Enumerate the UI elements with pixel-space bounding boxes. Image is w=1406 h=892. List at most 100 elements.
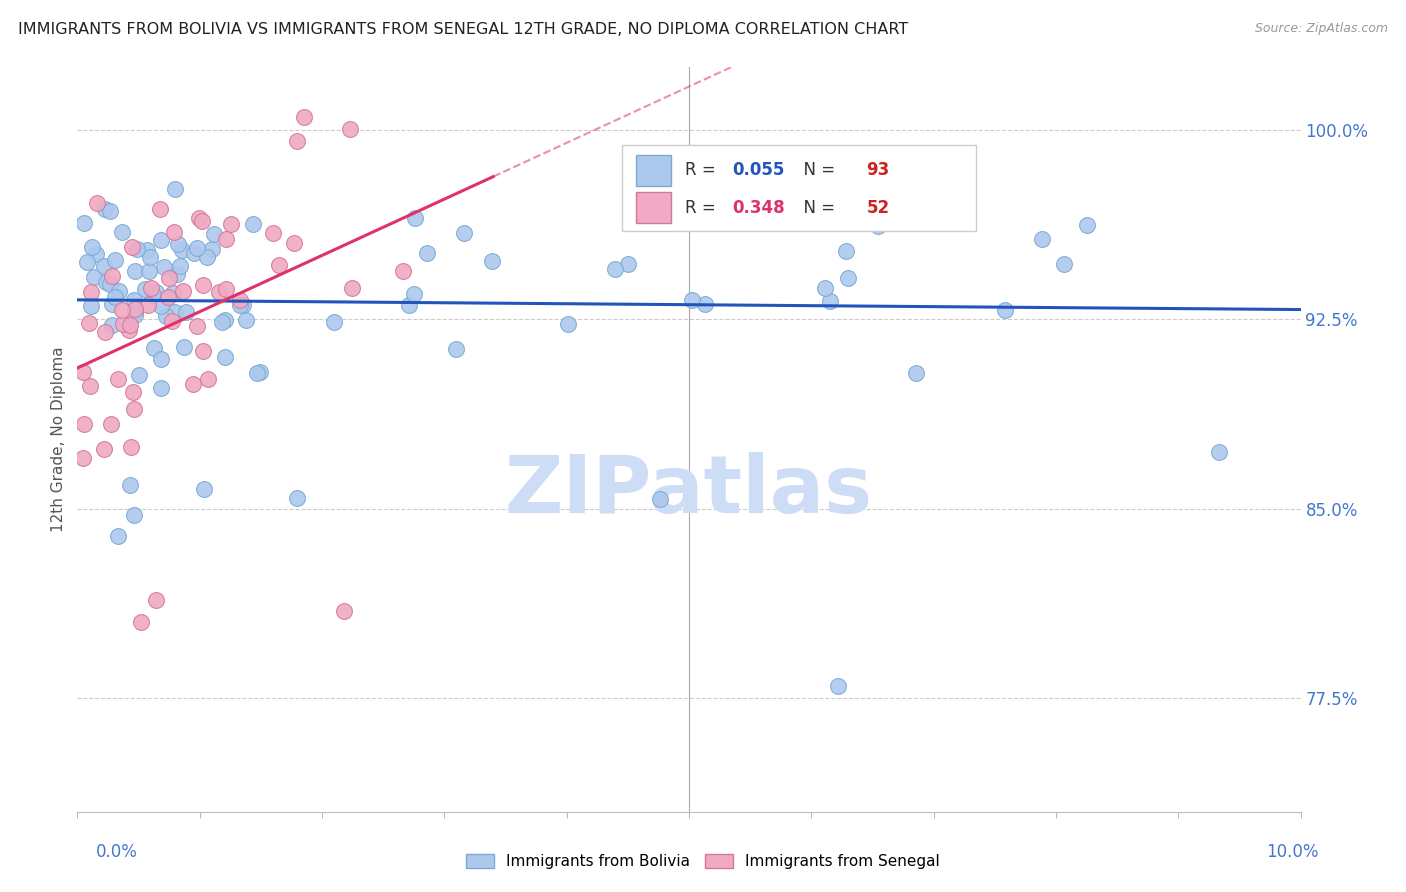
Point [121, 385, 143, 400]
Point [80, 285, 103, 299]
Point [235, 312, 257, 326]
Point [292, 111, 315, 125]
Point [333, 604, 356, 618]
Point [868, 219, 890, 234]
Point [124, 304, 146, 318]
Point [145, 285, 167, 300]
Text: 0.348: 0.348 [731, 199, 785, 217]
Point [453, 226, 475, 240]
Legend: Immigrants from Bolivia, Immigrants from Senegal: Immigrants from Bolivia, Immigrants from… [460, 848, 946, 875]
Point [170, 243, 193, 257]
Point [169, 260, 191, 274]
Point [93, 442, 115, 457]
Point [214, 351, 236, 365]
Point [283, 236, 305, 251]
Text: N =: N = [793, 199, 841, 217]
Point [149, 381, 172, 395]
Point [93, 259, 115, 273]
Point [481, 253, 503, 268]
Point [98, 204, 121, 219]
Point [994, 302, 1017, 317]
Point [814, 281, 837, 295]
Point [82, 240, 104, 254]
Point [214, 282, 236, 296]
Point [269, 259, 291, 273]
Point [172, 284, 194, 298]
Point [323, 315, 346, 329]
Point [72, 365, 94, 379]
Point [107, 372, 129, 386]
Point [84, 247, 107, 261]
Point [174, 305, 197, 319]
Point [134, 282, 156, 296]
Text: R =: R = [685, 161, 721, 179]
Text: 0.055: 0.055 [731, 161, 785, 179]
Point [197, 372, 219, 386]
Point [398, 298, 420, 312]
Point [86, 196, 108, 211]
Point [193, 278, 215, 293]
Point [83, 270, 105, 285]
Point [835, 244, 858, 259]
Point [142, 288, 165, 302]
Text: 10.0%: 10.0% [1267, 843, 1319, 861]
Point [188, 211, 211, 226]
Point [120, 318, 142, 332]
Point [128, 368, 150, 383]
Text: N =: N = [793, 161, 841, 179]
Point [124, 264, 146, 278]
Point [162, 285, 184, 300]
Point [124, 308, 146, 322]
Point [150, 299, 173, 313]
Point [122, 508, 145, 523]
Point [138, 298, 160, 312]
Text: ZIPatlas: ZIPatlas [505, 452, 873, 531]
Text: 52: 52 [866, 199, 890, 217]
Point [150, 233, 173, 247]
Point [101, 297, 124, 311]
Point [195, 250, 218, 264]
Point [905, 366, 928, 380]
Point [157, 290, 180, 304]
Point [124, 293, 146, 308]
Point [80, 299, 103, 313]
Point [770, 188, 793, 202]
Point [186, 241, 208, 255]
Point [138, 264, 160, 278]
Point [229, 298, 252, 312]
Point [557, 318, 579, 332]
Point [183, 246, 205, 260]
Point [72, 450, 94, 465]
Point [617, 257, 640, 271]
Point [73, 417, 96, 431]
Point [111, 225, 134, 239]
Point [693, 297, 716, 311]
Point [246, 366, 269, 380]
Point [127, 242, 149, 256]
Point [101, 269, 124, 284]
Point [104, 252, 127, 267]
Point [249, 365, 271, 379]
Point [404, 211, 426, 225]
Point [79, 379, 101, 393]
Point [149, 351, 172, 366]
Point [262, 227, 284, 241]
Point [191, 344, 214, 359]
Point [94, 275, 117, 289]
Point [231, 298, 253, 312]
FancyBboxPatch shape [621, 145, 976, 231]
Point [648, 492, 671, 507]
Point [285, 134, 308, 148]
Point [214, 232, 236, 246]
Point [166, 267, 188, 281]
Text: 0.0%: 0.0% [96, 843, 138, 861]
Point [228, 293, 250, 307]
Point [107, 529, 129, 543]
Point [129, 615, 152, 629]
Point [1208, 445, 1230, 459]
Y-axis label: 12th Grade, No Diploma: 12th Grade, No Diploma [51, 346, 66, 533]
Point [416, 246, 439, 260]
Point [163, 305, 186, 319]
Point [918, 207, 941, 221]
Point [73, 216, 96, 230]
